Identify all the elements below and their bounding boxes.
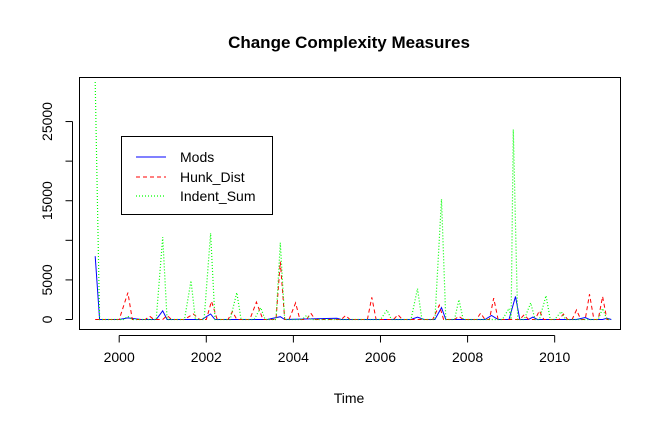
x-tick-label: 2006 bbox=[365, 349, 396, 365]
legend-label-indent-sum: Indent_Sum bbox=[180, 188, 256, 204]
x-axis-label: Time bbox=[334, 390, 365, 406]
series-layer bbox=[94, 81, 612, 321]
x-tick-label: 2002 bbox=[191, 349, 222, 365]
plot-frame bbox=[79, 77, 621, 330]
y-tick-label: 5000 bbox=[39, 264, 55, 295]
x-tick-label: 2004 bbox=[278, 349, 309, 365]
legend-box bbox=[121, 136, 273, 215]
chart-title: Change Complexity Measures bbox=[228, 33, 470, 52]
y-tick-label: 25000 bbox=[39, 102, 55, 141]
legend-label-mods: Mods bbox=[180, 149, 214, 165]
legend: Mods Hunk_Dist Indent_Sum bbox=[121, 136, 273, 215]
x-tick-label: 2000 bbox=[104, 349, 135, 365]
series-line-indent-sum bbox=[94, 81, 612, 321]
axes-layer: 2000 2002 2004 2006 2008 2010 0 5000 15000 25000 bbox=[39, 102, 570, 365]
y-tick-label: 0 bbox=[39, 315, 55, 323]
x-tick-label: 2010 bbox=[539, 349, 570, 365]
legend-label-hunk-dist: Hunk_Dist bbox=[180, 169, 245, 185]
x-tick-label: 2008 bbox=[452, 349, 483, 365]
series-line-hunk-dist bbox=[95, 261, 612, 320]
y-tick-label: 15000 bbox=[39, 181, 55, 220]
